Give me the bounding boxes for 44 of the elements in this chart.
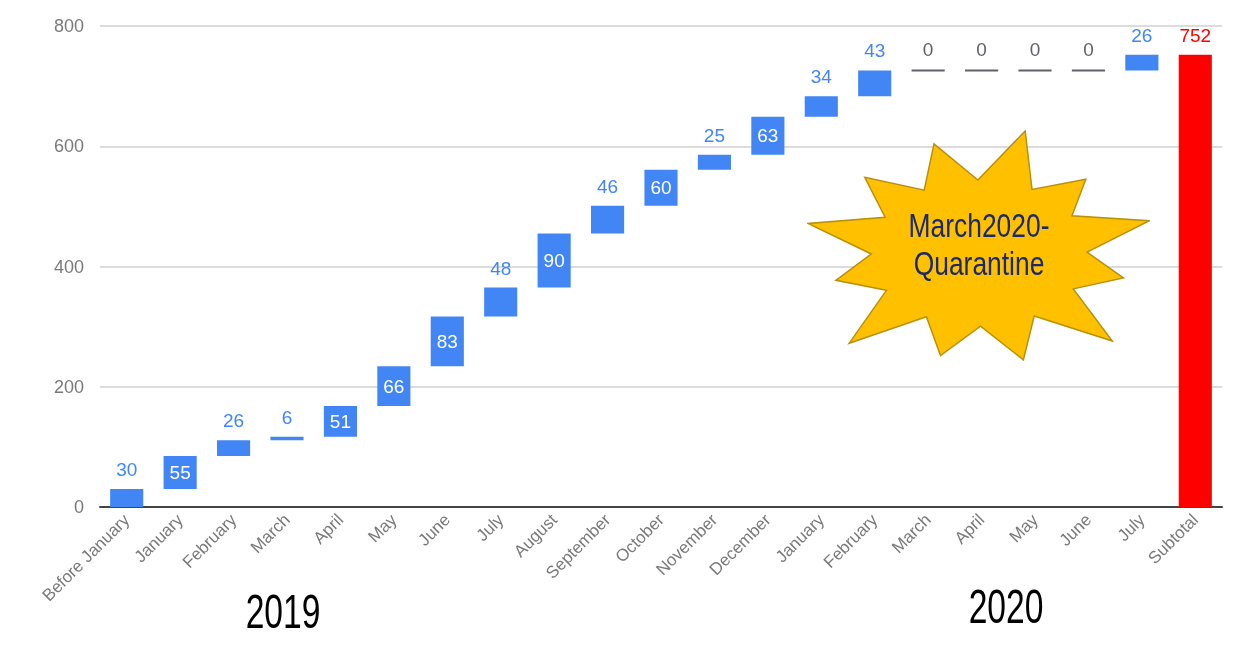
data-label: 90	[543, 249, 565, 271]
data-label: 63	[757, 125, 779, 147]
x-tick-label: July	[1113, 509, 1149, 546]
bar	[1125, 54, 1159, 71]
bar	[697, 154, 731, 170]
data-label: 752	[1179, 24, 1212, 46]
data-label: 55	[169, 461, 191, 483]
data-label: 30	[116, 458, 138, 480]
data-label: 46	[597, 175, 619, 197]
data-label: 43	[864, 40, 886, 62]
bar	[804, 96, 838, 117]
bar	[537, 233, 571, 288]
data-label: 26	[223, 410, 245, 432]
data-label: 34	[810, 66, 833, 88]
text: 2020	[968, 580, 1043, 633]
y-tick-label: 200	[53, 376, 84, 397]
data-label: 66	[383, 375, 405, 397]
data-label: 48	[490, 257, 512, 279]
data-label: 6	[281, 406, 293, 428]
annotation: March2020-Quarantine	[907, 207, 1051, 283]
y-tick-label: 600	[53, 136, 84, 157]
data-label: 60	[650, 177, 672, 199]
y-tick-label: 400	[53, 256, 84, 277]
data-label: 0	[976, 39, 987, 61]
text: 2019	[245, 585, 321, 638]
data-label: 0	[1083, 39, 1094, 61]
bar	[591, 205, 625, 234]
data-label: 25	[703, 124, 725, 146]
x-tick-label: May	[1005, 509, 1043, 547]
x-tick-label: May	[364, 509, 401, 547]
bar	[430, 316, 464, 367]
y-tick-label: 800	[53, 16, 84, 36]
x-tick-label: July	[472, 509, 508, 546]
bar	[110, 488, 144, 507]
y-tick-label: 0	[73, 497, 84, 517]
data-label: 26	[1131, 24, 1153, 46]
data-label: 0	[922, 39, 934, 61]
data-label: 51	[329, 410, 351, 432]
bar	[217, 440, 251, 456]
bar	[858, 70, 892, 97]
bar	[484, 287, 518, 317]
data-label: 0	[1029, 39, 1041, 61]
data-label: 83	[436, 330, 458, 352]
bar	[1178, 54, 1212, 507]
